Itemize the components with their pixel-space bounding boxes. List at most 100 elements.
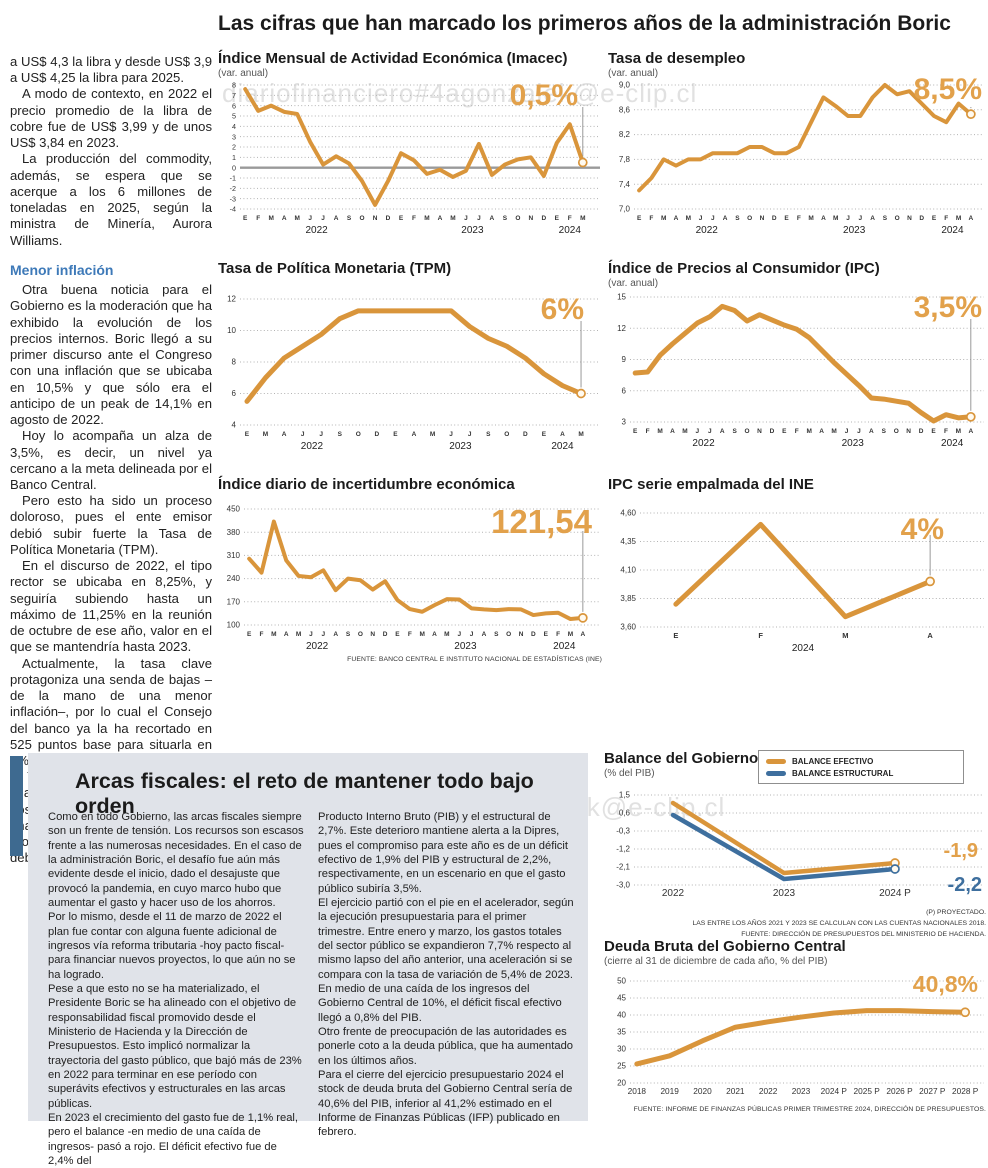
chart-title: Índice de Precios al Consumidor (IPC) — [608, 260, 880, 277]
svg-text:F: F — [568, 215, 572, 222]
svg-text:A: A — [869, 428, 874, 435]
svg-text:7,8: 7,8 — [619, 155, 631, 164]
svg-text:A: A — [482, 631, 487, 638]
svg-text:S: S — [503, 215, 508, 222]
chart-value-label: 121,54 — [491, 503, 592, 540]
chart-value-label-estructural: -2,2 — [947, 874, 982, 896]
svg-text:J: J — [857, 428, 861, 435]
fiscal-panel-title: Arcas fiscales: el reto de mantener todo… — [75, 769, 534, 818]
svg-text:N: N — [373, 215, 378, 222]
chart-title: Índice diario de incertidumbre económica — [218, 476, 515, 493]
svg-text:M: M — [578, 431, 583, 438]
article-paragraph: Otra buena noticia para el Gobierno es l… — [10, 282, 212, 428]
svg-text:J: J — [449, 431, 453, 438]
svg-text:-1,2: -1,2 — [616, 845, 630, 854]
svg-text:2023: 2023 — [792, 1086, 811, 1096]
svg-text:3,85: 3,85 — [620, 594, 636, 603]
chart-source: FUENTE: INFORME DE FINANZAS PÚBLICAS PRI… — [633, 1106, 986, 1113]
svg-text:F: F — [795, 428, 799, 435]
svg-text:E: E — [399, 215, 404, 222]
svg-text:M: M — [580, 215, 585, 222]
svg-text:E: E — [393, 431, 398, 438]
chart-value-label: 8,5% — [913, 73, 982, 106]
chart-imacec: Índice Mensual de Actividad Económica (I… — [218, 50, 602, 237]
svg-text:2022: 2022 — [306, 225, 329, 236]
svg-text:6: 6 — [232, 101, 236, 110]
svg-text:M: M — [424, 215, 429, 222]
svg-text:A: A — [670, 428, 675, 435]
svg-text:2023: 2023 — [842, 438, 865, 448]
svg-text:6: 6 — [232, 389, 237, 398]
svg-text:N: N — [370, 631, 375, 638]
svg-text:M: M — [661, 215, 666, 222]
chart-canvas: 1,5 0,6 -0,3 -1,2 -2,1 -3,0 2022 2023 2024 P — [616, 791, 984, 899]
svg-text:-2,1: -2,1 — [616, 863, 630, 872]
fiscal-paragraph: Por lo mismo, desde el 11 de marzo de 20… — [48, 911, 296, 981]
svg-text:S: S — [735, 215, 740, 222]
panel-accent-bar — [10, 756, 23, 856]
svg-text:240: 240 — [227, 574, 241, 583]
svg-text:E: E — [673, 631, 678, 640]
svg-text:M: M — [444, 631, 449, 638]
fiscal-paragraph: En 2023 el crecimiento del gasto fue de … — [48, 1111, 299, 1167]
svg-text:J: J — [846, 215, 850, 222]
svg-text:0: 0 — [232, 163, 236, 172]
legend-label: BALANCE ESTRUCTURAL — [792, 768, 894, 778]
svg-text:2024: 2024 — [553, 641, 576, 652]
svg-text:9: 9 — [622, 355, 627, 364]
svg-text:N: N — [519, 631, 524, 638]
chart-subtitle: (% del PIB) — [604, 768, 655, 779]
svg-text:E: E — [782, 428, 787, 435]
chart-deuda: Deuda Bruta del Gobierno Central (cierre… — [604, 938, 986, 1113]
svg-text:2: 2 — [232, 143, 236, 152]
svg-text:O: O — [745, 428, 750, 435]
svg-text:D: D — [919, 428, 924, 435]
svg-text:7,0: 7,0 — [619, 205, 631, 214]
svg-text:J: J — [696, 428, 700, 435]
fiscal-panel: Arcas fiscales: el reto de mantener todo… — [28, 753, 588, 1167]
chart-note: FUENTE: DIRECCIÓN DE PRESUPUESTOS DEL MI… — [741, 931, 986, 939]
svg-text:F: F — [412, 215, 416, 222]
fiscal-paragraph: En medio de una caída de los ingresos de… — [318, 982, 562, 1024]
svg-text:D: D — [375, 431, 380, 438]
chart-plot-area: 50 45 40 35 30 25 20 2018 2019 2020 2021 2022 2023 20… — [604, 971, 986, 1103]
chart-title: Tasa de desempleo — [608, 50, 746, 67]
svg-text:2022: 2022 — [692, 438, 715, 448]
article-paragraph: a US$ 4,3 la libra y desde US$ 3,9 a US$… — [10, 54, 212, 86]
svg-text:M: M — [296, 631, 301, 638]
svg-text:F: F — [256, 215, 260, 222]
legend-item: BALANCE EFECTIVO — [766, 755, 956, 767]
fiscal-column-1: Como en todo Gobierno, las arcas fiscale… — [48, 810, 305, 1168]
svg-text:E: E — [555, 215, 560, 222]
fiscal-column-2: Producto Interno Bruto (PIB) y el estruc… — [318, 810, 575, 1168]
svg-text:S: S — [346, 631, 351, 638]
svg-text:-3: -3 — [230, 194, 236, 203]
svg-text:2023: 2023 — [461, 225, 484, 236]
svg-text:N: N — [760, 215, 765, 222]
svg-text:E: E — [931, 428, 936, 435]
svg-text:J: J — [464, 215, 468, 222]
svg-text:2022: 2022 — [696, 225, 719, 236]
chart-incertidumbre: Índice diario de incertidumbre económica… — [218, 476, 602, 663]
chart-value-label-efectivo: -1,9 — [943, 840, 978, 862]
legend-swatch-efectivo — [766, 758, 786, 764]
svg-text:25: 25 — [617, 1062, 626, 1071]
svg-text:E: E — [245, 431, 250, 438]
svg-text:J: J — [470, 631, 474, 638]
svg-text:2023: 2023 — [449, 441, 472, 451]
svg-text:O: O — [515, 215, 520, 222]
svg-text:4: 4 — [232, 122, 236, 131]
svg-text:2020: 2020 — [693, 1086, 712, 1096]
chart-legend: BALANCE EFECTIVO BALANCE ESTRUCTURAL — [758, 750, 964, 784]
svg-text:D: D — [531, 631, 536, 638]
chart-canvas: 9,08,68,27,87,47,0E F M A M J J A S O N D E F M A M J J A S O… — [619, 81, 984, 236]
svg-text:M: M — [430, 431, 435, 438]
svg-text:30: 30 — [617, 1045, 626, 1054]
svg-text:2024: 2024 — [559, 225, 582, 236]
svg-text:2023: 2023 — [454, 641, 477, 652]
svg-text:20: 20 — [617, 1079, 626, 1088]
left-article-column: a US$ 4,3 la libra y desde US$ 3,9 a US$… — [10, 54, 212, 867]
